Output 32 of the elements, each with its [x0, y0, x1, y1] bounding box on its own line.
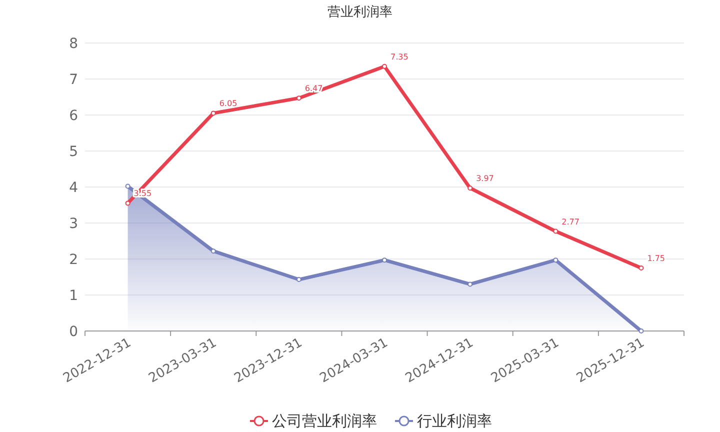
y-tick-label: 3	[69, 216, 78, 232]
data-label: 3.97	[476, 174, 494, 184]
point	[468, 282, 473, 287]
data-label: 1.75	[647, 254, 666, 263]
legend-label: 公司营业利润率	[272, 412, 377, 430]
point	[210, 110, 216, 116]
point	[125, 200, 130, 206]
data-label: 2.77	[562, 217, 580, 226]
y-tick-label: 0	[69, 324, 78, 340]
y-tick-label: 6	[69, 108, 78, 124]
y-tick-label: 4	[69, 180, 78, 196]
point	[638, 328, 644, 334]
y-tick-label: 7	[69, 72, 78, 88]
point	[210, 248, 216, 254]
data-label: 7.35	[390, 52, 408, 62]
y-tick-label: 5	[69, 144, 78, 160]
point	[638, 266, 644, 270]
data-label: 6.47	[304, 84, 323, 94]
y-tick-label: 1	[69, 288, 78, 304]
point	[382, 258, 387, 263]
data-label: 6.05	[219, 99, 238, 108]
point	[125, 184, 130, 189]
point	[382, 64, 387, 69]
legend-label: 行业利润率	[417, 412, 492, 430]
point	[468, 186, 473, 191]
point	[553, 258, 558, 263]
chart-title: 营业利润率	[328, 4, 392, 20]
y-tick-label: 2	[69, 252, 78, 268]
point	[296, 96, 302, 101]
point	[296, 277, 302, 282]
y-tick-label: 8	[69, 36, 78, 52]
point	[553, 228, 558, 234]
